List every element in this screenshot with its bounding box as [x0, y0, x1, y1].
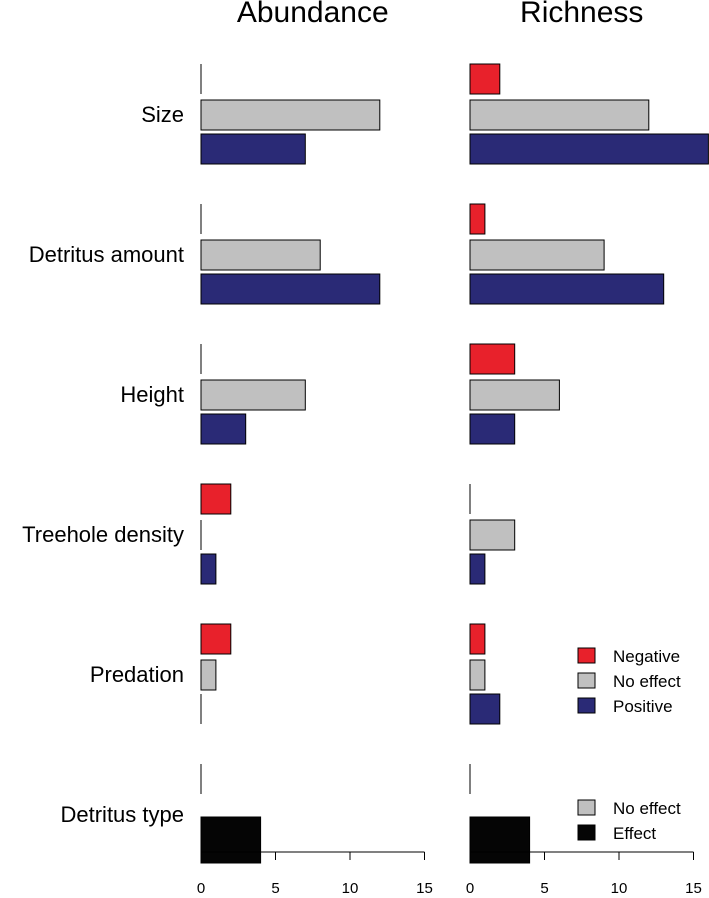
abundance-bar-predation-no-effect: [200, 659, 217, 691]
richness-bar-size-no-effect: [469, 99, 650, 131]
richness-bar-detritus-amount-no-effect: [469, 239, 605, 271]
legend-2-no-effect-swatch: [577, 799, 596, 816]
abundance-x-tick-label-15: 15: [416, 880, 433, 897]
category-label-treehole-density: Treehole density: [22, 522, 184, 547]
abundance-bar-size-positive: [200, 133, 306, 165]
abundance-bar-height-no-effect: [200, 379, 306, 411]
legend-2-effect-label: Effect: [613, 824, 656, 843]
richness-bar-size-positive: [469, 133, 709, 165]
abundance-bar-treehole-density-positive: [200, 553, 217, 585]
abundance-x-tick-label-0: 0: [197, 880, 205, 897]
richness-x-tick-label-10: 10: [611, 880, 628, 897]
richness-bar-size-negative: [469, 63, 501, 95]
richness-bar-predation-no-effect: [469, 659, 486, 691]
richness-bar-detritus-amount-positive: [469, 273, 665, 305]
abundance-bar-height-positive: [200, 413, 247, 445]
richness-panel-title: Richness: [520, 0, 643, 29]
richness-bar-treehole-density-positive: [469, 553, 486, 585]
richness-bar-height-no-effect: [469, 379, 560, 411]
category-label-size: Size: [141, 102, 184, 127]
legend-1-positive-label: Positive: [613, 697, 673, 716]
richness-bar-predation-negative: [469, 623, 486, 655]
legend-1-negative-label: Negative: [613, 647, 680, 666]
abundance-bar-detritus-amount-positive: [200, 273, 381, 305]
category-label-height: Height: [120, 382, 184, 407]
legend-1-positive-swatch: [577, 697, 596, 714]
richness-x-tick-label-5: 5: [540, 880, 548, 897]
richness-bar-detritus-type-effect: [469, 816, 531, 864]
abundance-bar-predation-negative: [200, 623, 232, 655]
legend-2-no-effect-label: No effect: [613, 799, 681, 818]
richness-bar-predation-positive: [469, 693, 501, 725]
legend-1-negative-swatch: [577, 647, 596, 664]
legend-1-no-effect-label: No effect: [613, 672, 681, 691]
richness-bar-height-positive: [469, 413, 516, 445]
richness-x-tick-label-0: 0: [466, 880, 474, 897]
category-label-detritus-amount: Detritus amount: [29, 242, 184, 267]
abundance-bar-treehole-density-negative: [200, 483, 232, 515]
abundance-bar-detritus-amount-no-effect: [200, 239, 321, 271]
abundance-bar-detritus-type-effect: [200, 816, 262, 864]
richness-x-tick-label-15: 15: [685, 880, 702, 897]
abundance-bar-size-no-effect: [200, 99, 381, 131]
abundance-x-tick-label-10: 10: [342, 880, 359, 897]
richness-bar-detritus-amount-negative: [469, 203, 486, 235]
richness-bar-treehole-density-no-effect: [469, 519, 516, 551]
category-label-predation: Predation: [90, 662, 184, 687]
legend-1-no-effect-swatch: [577, 672, 596, 689]
richness-bar-height-negative: [469, 343, 516, 375]
abundance-panel-title: Abundance: [237, 0, 389, 29]
category-label-detritus-type: Detritus type: [61, 802, 185, 827]
legend-2-effect-swatch: [577, 824, 596, 841]
abundance-x-tick-label-5: 5: [271, 880, 279, 897]
